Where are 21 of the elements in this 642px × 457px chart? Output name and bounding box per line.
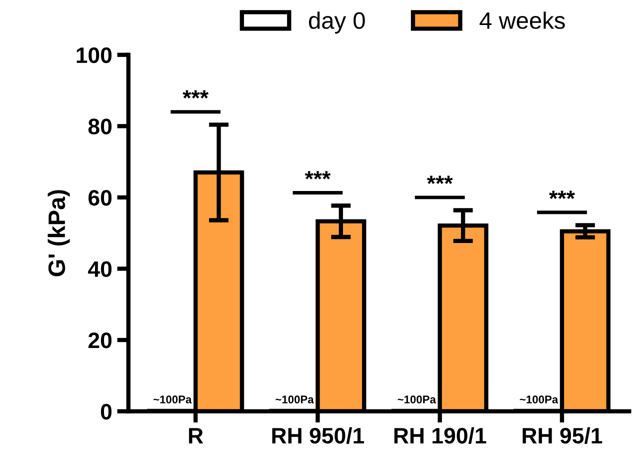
annotation: *** bbox=[182, 90, 209, 98]
x-tick-label: R bbox=[189, 428, 204, 444]
legend-label: day 0 bbox=[309, 12, 365, 34]
annotation: *** bbox=[304, 171, 331, 180]
x-tick-label: RH 950/1 bbox=[272, 427, 364, 444]
legend-label: 4 weeks bbox=[480, 12, 565, 29]
annotation: ~100Pa bbox=[154, 396, 192, 404]
annotation: ~100Pa bbox=[520, 396, 558, 404]
x-tick-label: RH 190/1 bbox=[394, 427, 486, 444]
x-tick-label: RH 95/1 bbox=[522, 427, 602, 444]
annotation: *** bbox=[426, 176, 453, 184]
y-tick-label: 100 bbox=[76, 47, 112, 64]
annotation: *** bbox=[549, 190, 575, 199]
annotation: ~100Pa bbox=[276, 396, 314, 404]
y-tick-label: 20 bbox=[88, 332, 112, 348]
y-axis-title: G' (kPa) bbox=[48, 190, 70, 276]
y-tick-label: 0 bbox=[100, 404, 112, 420]
y-tick-label: 80 bbox=[88, 118, 112, 134]
annotation: ~100Pa bbox=[398, 396, 436, 404]
y-tick-label: 40 bbox=[88, 261, 112, 277]
y-tick-label: 60 bbox=[88, 190, 112, 206]
